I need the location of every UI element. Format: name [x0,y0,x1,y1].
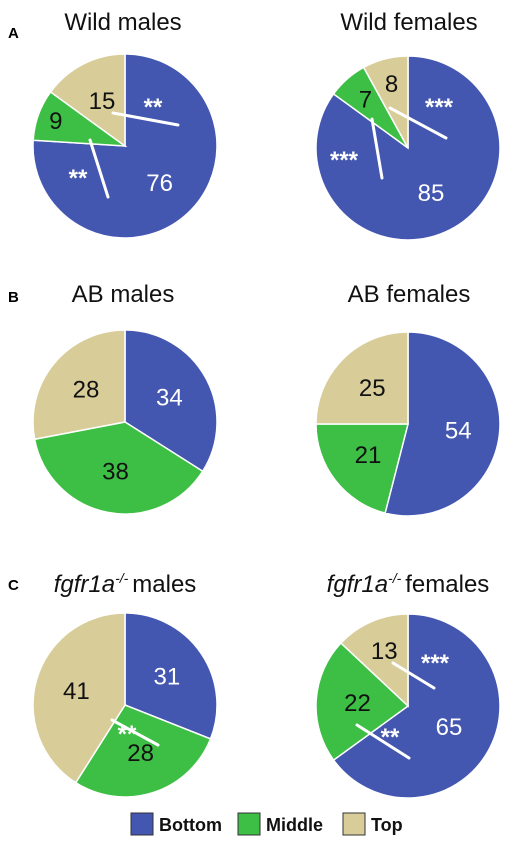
pie-value-label-top: 13 [371,638,398,665]
pie-ab-females: 54 21 25 [315,331,501,517]
sig-line [355,723,411,760]
sig-line [391,661,436,690]
legend-label-bottom: Bottom [159,815,222,835]
legend-swatch-middle [237,812,261,836]
pie-slice-top [49,53,126,148]
pie-slice-top [362,55,409,149]
pie-value-label-bottom: 85 [418,180,445,207]
title-gene: fgfr1a [327,571,388,598]
pie-slice-bottom [124,612,218,740]
pie-slice-middle [315,641,410,762]
pie-value-label-middle: 9 [49,108,62,135]
title-gene: fgfr1a [54,571,115,598]
legend: Bottom Middle Top [130,812,403,836]
sig-asterisks: ** [118,721,137,748]
legend-label-top: Top [371,815,403,835]
sig-line [388,106,448,140]
pie-ab-males: 34 38 28 [32,329,218,515]
pie-slice-top [32,612,126,784]
significance-annotations [88,106,448,760]
sig-asterisks: ** [144,94,163,121]
pie-value-label-middle: 28 [127,740,154,767]
pie-value-label-middle: 21 [355,442,382,469]
pie-value-label-top: 28 [73,377,100,404]
pie-value-label-bottom: 31 [153,664,180,691]
sig-asterisks: *** [330,147,359,174]
legend-label-middle: Middle [266,815,323,835]
panel-letter-b: B [8,289,19,306]
pie-value-label-bottom: 76 [146,170,173,197]
sig-line [370,117,384,180]
pie-value-label-bottom: 65 [436,714,463,741]
sig-line [88,138,110,199]
sig-asterisks: ** [69,165,88,192]
pie-value-label-bottom: 34 [156,385,183,412]
pie-value-label-middle: 38 [102,459,129,486]
title-genotype: -/- [115,570,129,586]
pie-slice-top [32,329,126,441]
pie-value-label-top: 15 [89,88,116,115]
pie-value-label-top: 41 [63,678,90,705]
sig-line [111,111,180,127]
title-genotype: -/- [388,570,402,586]
pie-value-label-top: 25 [359,375,386,402]
pie-slice-bottom [332,613,501,799]
panel-letter-a: A [8,25,19,42]
sig-asterisks: *** [425,94,454,121]
sig-asterisks: *** [421,650,450,677]
sig-asterisks: ** [381,724,400,751]
pie-value-label-top: 8 [385,71,398,98]
pie-wild-males: 76 9 15 [32,53,218,239]
pie-slice-top [339,613,409,708]
pie-slice-top [315,331,409,425]
legend-swatch-top [342,812,366,836]
legend-swatch-bottom [130,812,154,836]
pie-wild-females: 85 78 [315,55,501,241]
pie-title-ab-females: AB females [348,281,471,308]
pie-title-wild-females: Wild females [340,9,477,36]
pie-title-wild-males: Wild males [64,9,181,36]
title-sex: females [405,571,489,598]
pie-title-ab-males: AB males [72,281,175,308]
title-sex: males [132,571,196,598]
pie-value-label-middle: 7 [359,87,372,114]
pie-value-label-bottom: 54 [445,417,472,444]
pie-value-label-middle: 22 [344,690,371,717]
pie-slice-middle [33,421,204,515]
pie-slice-bottom [384,331,501,517]
pie-slice-middle [315,423,409,515]
pie-title-fgfr1a-females: fgfr1a-/- females [327,570,490,598]
sig-line [110,718,160,747]
pie-title-fgfr1a-males: fgfr1a-/- males [54,570,197,598]
panel-letter-c: C [8,577,19,594]
pie-fgfr1a-males: 31 28 41 [32,612,218,798]
pie-slice-middle [74,704,212,798]
